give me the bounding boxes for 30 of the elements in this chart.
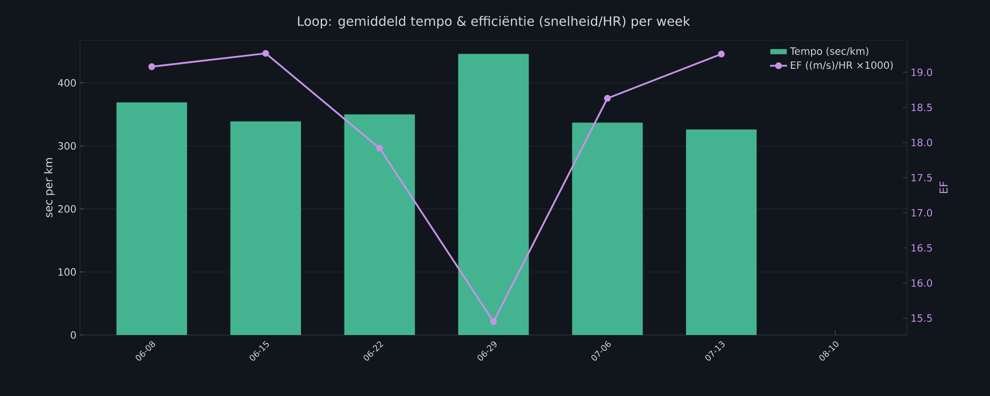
bar bbox=[344, 114, 415, 335]
point bbox=[718, 50, 725, 58]
bar bbox=[686, 130, 757, 335]
point bbox=[148, 63, 156, 70]
y-tick-label: 0 bbox=[70, 331, 76, 339]
y2-tick-label: 16.0 bbox=[912, 279, 932, 287]
bar bbox=[116, 102, 188, 335]
y-tick-label: 400 bbox=[58, 79, 76, 87]
y-tick-label: 300 bbox=[58, 142, 76, 150]
chart-title: Loop: gemiddeld tempo & efficiëntie (snelheid/HR) per week bbox=[298, 16, 690, 28]
y2-tick-label: 18.5 bbox=[912, 104, 932, 112]
y2-axis-title: EF bbox=[940, 182, 948, 194]
y-axis-title: sec per km bbox=[44, 158, 55, 218]
y2-tick-label: 18.0 bbox=[912, 138, 932, 146]
y2-tick-label: 17.0 bbox=[912, 209, 932, 217]
point bbox=[604, 94, 611, 102]
y2-tick-label: 19.0 bbox=[912, 68, 932, 76]
point bbox=[490, 318, 497, 326]
y2-tick-label: 16.5 bbox=[912, 244, 932, 252]
y2-tick-label: 15.5 bbox=[912, 314, 932, 322]
point bbox=[262, 50, 270, 57]
y-tick-label: 200 bbox=[58, 205, 76, 213]
bar bbox=[230, 121, 301, 335]
bar bbox=[458, 54, 529, 335]
y2-tick-label: 17.5 bbox=[912, 174, 932, 182]
bar bbox=[572, 122, 643, 335]
y-tick-label: 100 bbox=[58, 268, 76, 276]
legend-label: EF ((m/s)/HR ×1000) bbox=[790, 61, 893, 70]
point bbox=[376, 144, 383, 152]
legend-label: Tempo (sec/km) bbox=[790, 47, 868, 57]
